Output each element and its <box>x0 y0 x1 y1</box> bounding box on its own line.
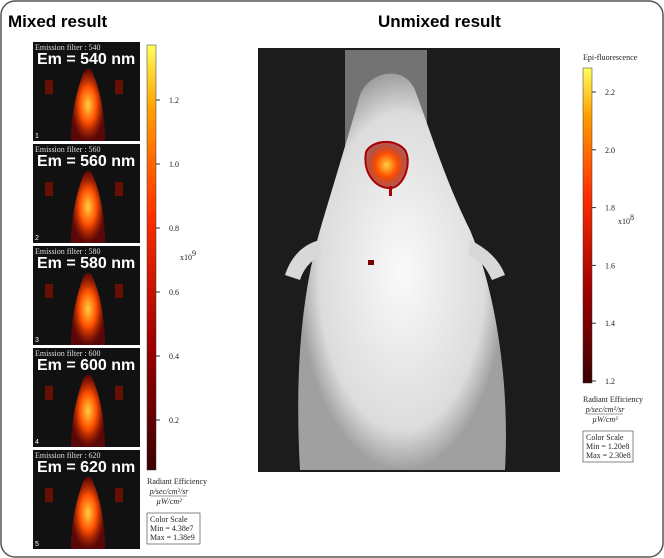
panel-index: 4 <box>35 439 39 446</box>
unit-denominator: µW/cm² <box>592 415 618 424</box>
right-title: Unmixed result <box>378 12 501 31</box>
panel-side <box>115 182 123 196</box>
panel-side <box>45 284 53 298</box>
colorbar-tick-label: 0.6 <box>169 288 179 297</box>
colorbar-tick-label: 0.2 <box>169 416 179 425</box>
colorbar-tick-label: 1.8 <box>605 204 615 213</box>
unit-title: Radiant Efficiency <box>147 477 207 486</box>
panel-side <box>115 80 123 94</box>
emission-label: Em = 580 nm <box>37 255 135 272</box>
color-scale-min: Min = 1.20e8 <box>586 442 629 451</box>
emission-label: Em = 600 nm <box>37 357 135 374</box>
panel-side <box>45 80 53 94</box>
figure: Mixed result Unmixed result Emission fil… <box>0 0 664 558</box>
unit-denominator: µW/cm² <box>156 497 182 506</box>
colorbar-tick-label: 1.4 <box>605 319 615 328</box>
colorbar-tick-label: 1.2 <box>169 96 179 105</box>
colorbar-tick-label: 1.6 <box>605 261 615 270</box>
emission-label: Em = 620 nm <box>37 459 135 476</box>
colorbar-tick-label: 0.8 <box>169 224 179 233</box>
unit-numerator: p/sec/cm²/sr <box>149 487 190 496</box>
emission-label: Em = 560 nm <box>37 153 135 170</box>
left-title: Mixed result <box>8 12 108 31</box>
panel-index: 3 <box>35 337 39 344</box>
colorbar-tick-label: 2.2 <box>605 88 615 97</box>
panel-side <box>115 386 123 400</box>
colorbar-tick-label: 0.4 <box>169 352 179 361</box>
right-colorbar <box>583 68 592 383</box>
emission-label: Em = 540 nm <box>37 51 135 68</box>
panel-side <box>45 182 53 196</box>
color-scale-title: Color Scale <box>586 433 624 442</box>
unit-title: Radiant Efficiency <box>583 395 643 404</box>
panel-side <box>45 488 53 502</box>
colorbar-tick-label: 1.2 <box>605 377 615 386</box>
unmixed-image <box>258 48 560 472</box>
panel-side <box>115 488 123 502</box>
panel-side <box>45 386 53 400</box>
panel-side <box>115 284 123 298</box>
colorbar-tick-label: 2.0 <box>605 146 615 155</box>
colorbar-title: Epi-fluorescence <box>583 53 638 62</box>
color-scale-max: Max = 2.30e8 <box>586 451 631 460</box>
panel-index: 1 <box>35 133 39 140</box>
color-scale-min: Min = 4.38e7 <box>150 524 193 533</box>
panel-index: 2 <box>35 235 39 242</box>
colorbar-tick-label: 1.0 <box>169 160 179 169</box>
color-scale-title: Color Scale <box>150 515 188 524</box>
left-colorbar <box>147 45 156 470</box>
color-scale-max: Max = 1.38e9 <box>150 533 195 542</box>
panel-index: 5 <box>35 541 39 548</box>
unit-numerator: p/sec/cm²/sr <box>585 405 626 414</box>
